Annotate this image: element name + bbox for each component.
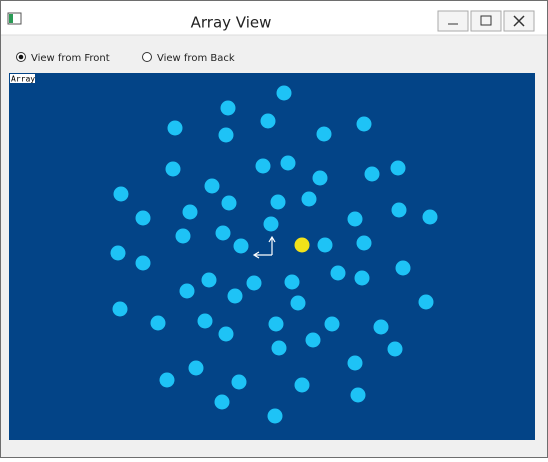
array-element <box>182 204 198 220</box>
canvas-label-bg <box>10 74 35 83</box>
array-element <box>271 340 287 356</box>
array-element <box>204 178 220 194</box>
array-element <box>354 270 370 286</box>
array-element <box>270 194 286 210</box>
array-element <box>418 294 434 310</box>
array-element <box>267 408 283 424</box>
array-element <box>316 126 332 142</box>
radio-label[interactable]: View from Back <box>157 53 235 64</box>
array-element <box>197 313 213 329</box>
array-element <box>220 100 236 116</box>
array-element <box>227 288 243 304</box>
array-element <box>356 116 372 132</box>
array-element <box>364 166 380 182</box>
array-element <box>260 113 276 129</box>
array-element <box>231 374 247 390</box>
array-element <box>284 274 300 290</box>
selected-element <box>294 237 310 253</box>
array-element <box>179 283 195 299</box>
array-element <box>215 225 231 241</box>
array-element <box>305 332 321 348</box>
array-element <box>221 195 237 211</box>
window-controls[interactable] <box>437 10 535 32</box>
window-title: Array View <box>191 14 272 32</box>
axis-indicator <box>252 235 276 259</box>
array-element <box>294 377 310 393</box>
array-element <box>324 316 340 332</box>
app-icon-part <box>9 14 13 23</box>
radio-dot <box>18 54 24 60</box>
array-element <box>301 191 317 207</box>
array-canvas <box>9 73 535 440</box>
view-options: View from Front View from Back <box>16 52 235 64</box>
array-element <box>280 155 296 171</box>
array-element <box>246 275 262 291</box>
array-element <box>112 301 128 317</box>
array-element <box>390 160 406 176</box>
maximize-icon <box>480 15 492 26</box>
array-element <box>201 272 217 288</box>
array-element <box>214 394 230 410</box>
array-element <box>159 372 175 388</box>
minimize-button[interactable] <box>437 10 469 32</box>
array-element <box>350 387 366 403</box>
array-element <box>422 209 438 225</box>
canvas-label: Array <box>11 75 35 84</box>
array-elements <box>110 85 438 424</box>
radio-label[interactable]: View from Front <box>31 53 110 64</box>
array-element <box>167 120 183 136</box>
maximize-button[interactable] <box>470 10 502 32</box>
array-element <box>330 265 346 281</box>
array-element <box>373 319 389 335</box>
array-element <box>218 127 234 143</box>
array-element <box>175 228 191 244</box>
radio-button[interactable] <box>142 52 152 62</box>
array-element <box>113 186 129 202</box>
close-icon <box>513 15 525 27</box>
array-element <box>347 211 363 227</box>
array-element <box>356 235 372 251</box>
array-element <box>387 341 403 357</box>
array-element <box>233 238 249 254</box>
array-element <box>165 161 181 177</box>
array-element <box>110 245 126 261</box>
array-element <box>218 326 234 342</box>
array-element <box>135 210 151 226</box>
array-element <box>135 255 151 271</box>
array-element <box>312 170 328 186</box>
array-element <box>347 355 363 371</box>
array-element <box>188 360 204 376</box>
array-element <box>255 158 271 174</box>
app-icon <box>7 12 22 25</box>
array-element <box>391 202 407 218</box>
array-element <box>150 315 166 331</box>
array-element <box>263 216 279 232</box>
array-element <box>395 260 411 276</box>
array-element <box>268 316 284 332</box>
array-element <box>290 295 306 311</box>
array-element <box>276 85 292 101</box>
array-element <box>317 237 333 253</box>
